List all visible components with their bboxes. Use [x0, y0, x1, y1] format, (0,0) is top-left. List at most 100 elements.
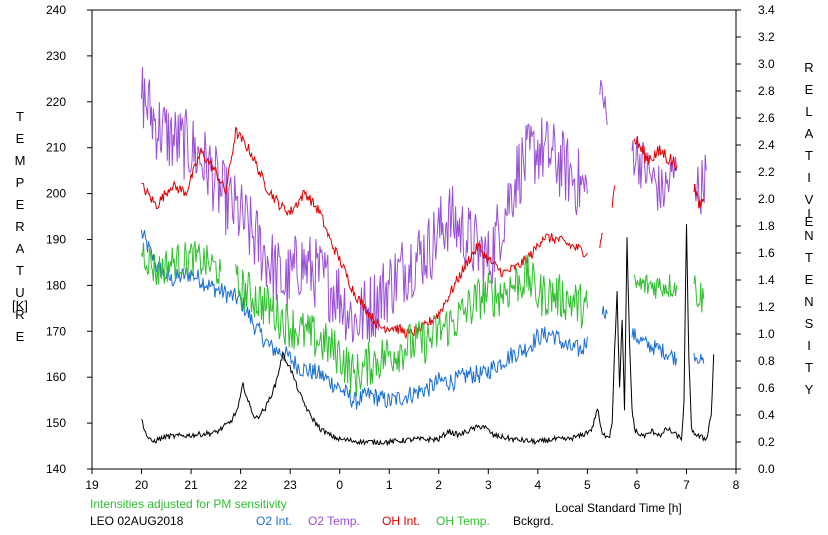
x-tick-label: 2	[435, 478, 442, 492]
series-o2-temp	[693, 154, 707, 215]
y-left-tick-label: 190	[46, 233, 66, 247]
series-o2-int	[631, 328, 678, 366]
axis-label-letter: R	[804, 60, 814, 75]
y-right-tick-label: 2.6	[758, 111, 775, 125]
y-right-tick-label: 0.6	[758, 381, 775, 395]
axis-label-letter: M	[14, 153, 26, 168]
series-o2-int	[693, 352, 705, 364]
y-right-tick-label: 1.0	[758, 327, 775, 341]
x-tick-label: 20	[135, 478, 149, 492]
y-right-tick-label: 1.8	[758, 219, 775, 233]
y-right-tick-label: 2.4	[758, 138, 775, 152]
axis-label-letter: I	[807, 338, 811, 353]
axis-label-letter: E	[15, 131, 25, 146]
y-left-tick-label: 150	[46, 416, 66, 430]
x-tick-label: 4	[535, 478, 542, 492]
x-tick-label: 3	[485, 478, 492, 492]
y-right-tick-label: 0.0	[758, 462, 775, 476]
axis-label-letter: U	[15, 285, 25, 300]
left-axis-unit: [K]	[12, 298, 28, 313]
axis-label-letter: L	[805, 104, 813, 119]
series-o2-int	[141, 229, 588, 410]
axis-label-letter: E	[15, 329, 25, 344]
axis-label-letter: I	[807, 206, 811, 221]
series-oh-int	[633, 136, 678, 171]
x-tick-label: 6	[634, 478, 641, 492]
y-left-tick-label: 220	[46, 95, 66, 109]
series-oh-temp	[633, 273, 678, 299]
pm-sensitivity-note: Intensities adjusted for PM sensitivity	[90, 497, 287, 511]
axis-label-letter: A	[804, 126, 814, 141]
legend-item-o2-int: O2 Int.	[256, 514, 293, 528]
axis-label-letter: E	[804, 82, 814, 97]
x-tick-label: 21	[184, 478, 198, 492]
x-tick-label: 5	[584, 478, 591, 492]
x-tick-label: 19	[85, 478, 99, 492]
y-right-tick-label: 0.2	[758, 435, 775, 449]
series-oh-temp	[693, 275, 705, 313]
x-tick-label: 8	[733, 478, 740, 492]
axis-label-letter: V	[804, 192, 814, 207]
series-o2-temp	[141, 67, 588, 343]
series-oh-int	[141, 126, 588, 340]
axis-label-letter: T	[16, 109, 24, 124]
y-left-tick-label: 240	[46, 3, 66, 17]
axis-label-letter: Y	[804, 382, 814, 397]
series-oh-int	[693, 183, 705, 209]
axis-label-letter: T	[805, 360, 813, 375]
axis-label-letter: R	[15, 307, 25, 322]
y-right-tick-label: 2.0	[758, 192, 775, 206]
axis-label-letter: E	[15, 197, 25, 212]
axis-label-letter: S	[804, 316, 814, 331]
y-right-tick-label: 3.0	[758, 57, 775, 71]
y-right-tick-label: 3.4	[758, 3, 775, 17]
x-tick-label: 22	[234, 478, 248, 492]
station-date: LEO 02AUG2018	[90, 514, 184, 528]
axis-label-letter: N	[804, 228, 814, 243]
series-oh-temp	[141, 241, 222, 286]
series-o2-temp	[631, 137, 678, 211]
y-left-tick-label: 140	[46, 462, 66, 476]
axis-label-letter: E	[804, 214, 814, 229]
legend-item-bckgrd: Bckgrd.	[513, 514, 554, 528]
y-right-tick-label: 2.2	[758, 165, 775, 179]
series-oh-temp	[235, 254, 588, 397]
x-tick-label: 7	[683, 478, 690, 492]
y-right-tick-label: 2.8	[758, 84, 775, 98]
axis-label-letter: A	[15, 241, 25, 256]
series-bckgrd	[141, 224, 715, 447]
y-left-tick-label: 200	[46, 187, 66, 201]
legend-item-o2-temp: O2 Temp.	[308, 514, 360, 528]
axis-label-letter: P	[15, 175, 25, 190]
series-o2-temp	[599, 80, 608, 125]
y-left-tick-label: 230	[46, 49, 66, 63]
y-right-tick-label: 3.2	[758, 30, 775, 44]
y-right-tick-label: 1.4	[758, 273, 775, 287]
legend-item-oh-int: OH Int.	[382, 514, 421, 528]
y-left-tick-label: 210	[46, 141, 66, 155]
x-tick-label: 0	[336, 478, 343, 492]
axis-label-letter: N	[804, 294, 814, 309]
y-right-tick-label: 1.6	[758, 246, 775, 260]
axis-label-letter: T	[805, 250, 813, 265]
y-right-tick-label: 0.8	[758, 354, 775, 368]
axis-label-letter: E	[804, 272, 814, 287]
y-left-tick-label: 180	[46, 278, 66, 292]
legend-item-oh-temp: OH Temp.	[436, 514, 490, 528]
axis-label-letter: I	[807, 170, 811, 185]
axis-label-letter: R	[15, 219, 25, 234]
y-left-tick-label: 160	[46, 370, 66, 384]
series-o2-int	[601, 306, 608, 319]
axis-label-letter: T	[805, 148, 813, 163]
axis-label-letter: T	[16, 263, 24, 278]
y-right-tick-label: 1.2	[758, 300, 775, 314]
plot-frame	[91, 9, 737, 470]
y-right-tick-label: 0.4	[758, 408, 775, 422]
y-left-tick-label: 170	[46, 324, 66, 338]
series-oh-int	[599, 232, 603, 249]
